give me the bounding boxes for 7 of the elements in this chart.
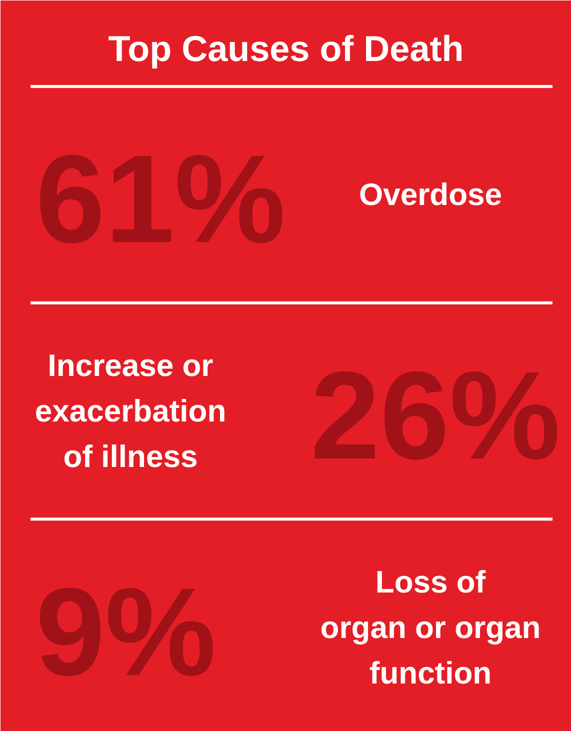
data-label: 9% bbox=[36, 562, 216, 702]
text: Top Causes of Death bbox=[108, 28, 464, 69]
data-label: 26% bbox=[310, 346, 561, 486]
data-label: 61% bbox=[36, 130, 286, 270]
category-label: Increase or exacerbation of illness bbox=[34, 348, 226, 474]
category-label: Loss of organ or organ function bbox=[320, 564, 541, 690]
category-label: Overdose bbox=[358, 177, 502, 212]
